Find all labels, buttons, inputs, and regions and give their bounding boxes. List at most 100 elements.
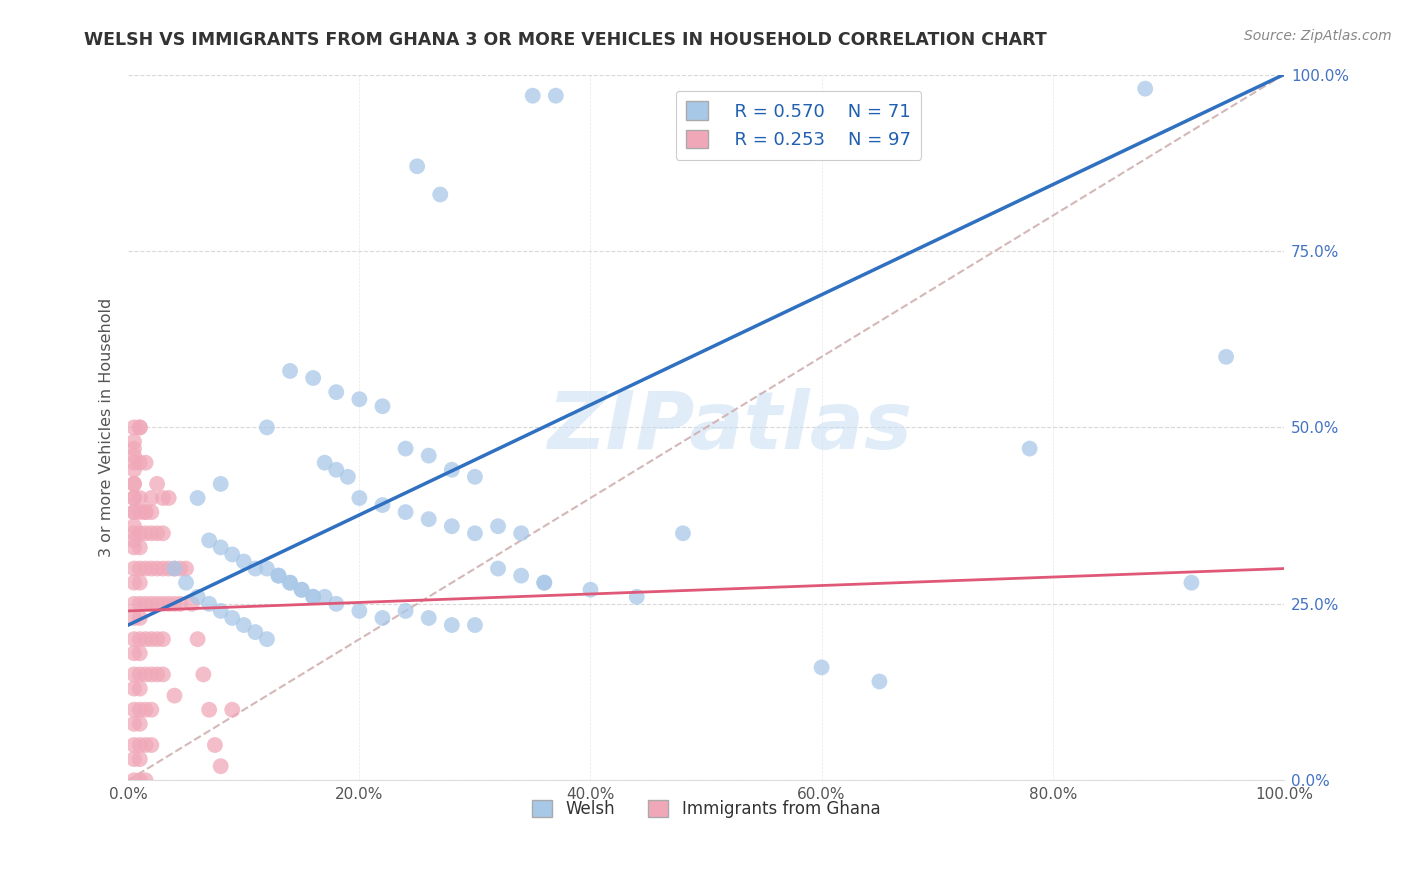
- Point: [510, 526, 533, 541]
- Point: [544, 88, 567, 103]
- Point: [440, 618, 463, 632]
- Point: [278, 575, 301, 590]
- Point: [325, 597, 347, 611]
- Point: [245, 561, 267, 575]
- Point: [152, 597, 174, 611]
- Point: [135, 456, 157, 470]
- Point: [152, 632, 174, 647]
- Point: [128, 505, 150, 519]
- Point: [128, 420, 150, 434]
- Point: [122, 442, 145, 456]
- Point: [440, 519, 463, 533]
- Point: [464, 470, 486, 484]
- Point: [157, 491, 180, 505]
- Point: [579, 582, 602, 597]
- Point: [135, 667, 157, 681]
- Point: [135, 597, 157, 611]
- Point: [169, 561, 191, 575]
- Point: [141, 597, 163, 611]
- Point: [135, 773, 157, 788]
- Text: ZIPatlas: ZIPatlas: [547, 388, 911, 467]
- Point: [371, 611, 394, 625]
- Point: [122, 773, 145, 788]
- Point: [394, 604, 416, 618]
- Text: Source: ZipAtlas.com: Source: ZipAtlas.com: [1244, 29, 1392, 43]
- Point: [135, 561, 157, 575]
- Point: [141, 632, 163, 647]
- Point: [1215, 350, 1237, 364]
- Point: [163, 689, 186, 703]
- Point: [349, 604, 371, 618]
- Point: [1018, 442, 1040, 456]
- Point: [163, 597, 186, 611]
- Point: [135, 505, 157, 519]
- Point: [291, 582, 314, 597]
- Point: [349, 392, 371, 407]
- Point: [141, 703, 163, 717]
- Point: [672, 526, 695, 541]
- Point: [152, 491, 174, 505]
- Point: [486, 561, 509, 575]
- Point: [122, 526, 145, 541]
- Point: [232, 618, 254, 632]
- Point: [198, 533, 221, 548]
- Point: [122, 561, 145, 575]
- Point: [128, 491, 150, 505]
- Point: [278, 575, 301, 590]
- Point: [128, 646, 150, 660]
- Point: [267, 568, 290, 582]
- Point: [209, 541, 232, 555]
- Point: [122, 505, 145, 519]
- Point: [122, 505, 145, 519]
- Point: [187, 632, 209, 647]
- Point: [152, 561, 174, 575]
- Point: [163, 561, 186, 575]
- Point: [128, 456, 150, 470]
- Point: [128, 611, 150, 625]
- Point: [128, 575, 150, 590]
- Point: [187, 590, 209, 604]
- Point: [122, 716, 145, 731]
- Point: [533, 575, 555, 590]
- Point: [349, 491, 371, 505]
- Point: [1180, 575, 1202, 590]
- Point: [187, 491, 209, 505]
- Point: [122, 611, 145, 625]
- Point: [256, 420, 278, 434]
- Point: [146, 632, 169, 647]
- Point: [128, 541, 150, 555]
- Point: [122, 632, 145, 647]
- Point: [122, 541, 145, 555]
- Point: [122, 575, 145, 590]
- Point: [128, 681, 150, 696]
- Point: [157, 561, 180, 575]
- Point: [278, 364, 301, 378]
- Point: [128, 420, 150, 434]
- Point: [122, 646, 145, 660]
- Point: [302, 590, 325, 604]
- Point: [128, 632, 150, 647]
- Point: [122, 738, 145, 752]
- Point: [406, 159, 429, 173]
- Point: [135, 632, 157, 647]
- Point: [418, 512, 440, 526]
- Point: [135, 703, 157, 717]
- Text: WELSH VS IMMIGRANTS FROM GHANA 3 OR MORE VEHICLES IN HOUSEHOLD CORRELATION CHART: WELSH VS IMMIGRANTS FROM GHANA 3 OR MORE…: [84, 31, 1047, 49]
- Point: [141, 505, 163, 519]
- Point: [256, 561, 278, 575]
- Point: [221, 611, 243, 625]
- Point: [336, 470, 359, 484]
- Point: [141, 561, 163, 575]
- Point: [464, 526, 486, 541]
- Point: [146, 526, 169, 541]
- Point: [209, 476, 232, 491]
- Point: [1135, 81, 1157, 95]
- Point: [394, 442, 416, 456]
- Point: [314, 456, 336, 470]
- Point: [868, 674, 890, 689]
- Point: [291, 582, 314, 597]
- Point: [128, 597, 150, 611]
- Point: [522, 88, 544, 103]
- Point: [122, 434, 145, 449]
- Point: [204, 738, 226, 752]
